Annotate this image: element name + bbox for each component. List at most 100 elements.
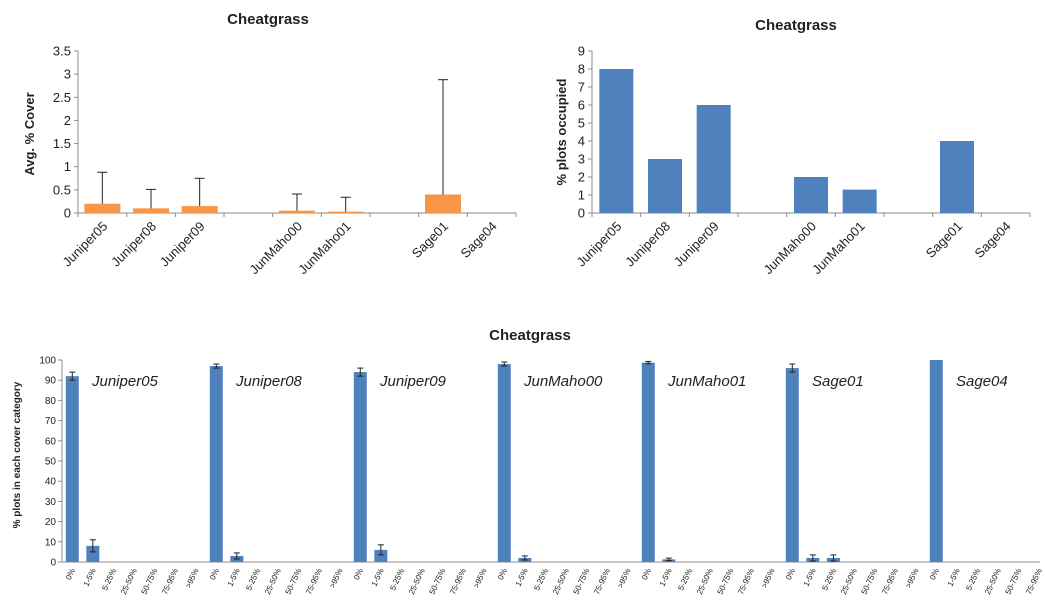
y-tick-label: 1 [64, 159, 71, 174]
bar [327, 211, 364, 213]
bar [209, 366, 223, 562]
x-tick-label: JunMaho01 [295, 219, 354, 278]
group-label: Sage01 [812, 373, 864, 390]
y-tick-label: 0 [578, 206, 585, 221]
plots-occupied-chart: Cheatgrass % plots occupied 0 1 2 3 4 5 6 7 8 9 Ju… [554, 17, 1031, 277]
x-tick-label: 1-5% [802, 567, 818, 588]
group-label: JunMaho00 [523, 373, 603, 390]
x-tick-label: Juniper09 [671, 219, 722, 270]
group-label: Juniper08 [235, 373, 303, 390]
x-tick-label: >95% [904, 567, 921, 590]
y-tick-label: 9 [578, 44, 585, 59]
x-tick-label: 75-95% [1024, 567, 1044, 596]
y-tick-label: 6 [578, 98, 585, 113]
x-tick-label: 0% [928, 567, 941, 581]
bar [641, 362, 655, 562]
y-tick-label: 30 [45, 497, 57, 508]
x-tick-label: 25-50% [983, 567, 1003, 596]
avg-cover-chart: Cheatgrass Avg. % Cover 0 0.5 1 1.5 2 2.5 3 3.5… [22, 11, 517, 278]
y-axis-label: % plots occupied [554, 78, 569, 185]
bar [65, 376, 79, 562]
y-tick-label: 3 [64, 67, 71, 82]
x-tick-label: 5-25% [532, 567, 550, 592]
x-tick-label: 25-50% [119, 567, 139, 596]
x-tick-label: Sage04 [457, 219, 499, 261]
x-tick-label: 25-50% [263, 567, 283, 596]
y-tick-label: 2.5 [53, 90, 71, 105]
x-tick-label: 75-95% [880, 567, 900, 596]
x-tick-label: 5-25% [676, 567, 694, 592]
bar [133, 208, 169, 213]
y-axis-label: Avg. % Cover [22, 92, 37, 175]
bar [648, 159, 682, 213]
y-tick-label: 90 [45, 376, 57, 387]
bar [842, 189, 877, 213]
y-tick-label: 100 [39, 356, 56, 367]
x-tick-label: Juniper05 [59, 219, 110, 270]
x-tick-label: 50-75% [572, 567, 592, 596]
bar [696, 105, 731, 213]
y-tick-label: 50 [45, 457, 57, 468]
x-tick-label: 0% [352, 567, 365, 581]
bar [497, 364, 511, 562]
x-tick-label: 0% [64, 567, 77, 581]
x-tick-label: 1-5% [514, 567, 530, 588]
x-tick-label: 5-25% [388, 567, 406, 592]
y-tick-label: 8 [578, 62, 585, 77]
x-tick-label: 1-5% [226, 567, 242, 588]
bar [785, 368, 799, 562]
x-tick-label: 1-5% [370, 567, 386, 588]
x-tick-label: 1-5% [946, 567, 962, 588]
x-tick-label: >95% [472, 567, 489, 590]
y-tick-label: 70 [45, 416, 57, 427]
y-tick-label: 5 [578, 116, 585, 131]
x-tick-label: 50-75% [428, 567, 448, 596]
x-tick-label: 25-50% [407, 567, 427, 596]
bar [599, 69, 634, 213]
cover-category-chart: Cheatgrass % plots in each cover categor… [12, 327, 1044, 596]
bar [279, 210, 315, 213]
x-tick-label: 25-50% [695, 567, 715, 596]
x-tick-label: 25-50% [551, 567, 571, 596]
x-tick-label: 50-75% [860, 567, 880, 596]
group-label: Juniper05 [91, 373, 159, 390]
x-tick-label: 0% [784, 567, 797, 581]
bar [353, 372, 367, 562]
x-tick-label: 5-25% [100, 567, 118, 592]
x-tick-label: Sage01 [409, 219, 451, 261]
chart-title: Cheatgrass [489, 327, 571, 344]
chart-title: Cheatgrass [755, 17, 837, 34]
x-tick-label: 0% [640, 567, 653, 581]
y-tick-label: 0 [50, 558, 56, 569]
bar [374, 549, 388, 562]
x-tick-label: 0% [496, 567, 509, 581]
x-tick-label: 5-25% [964, 567, 982, 592]
y-tick-label: 20 [45, 517, 57, 528]
x-tick-label: 0% [208, 567, 221, 581]
group-label: JunMaho01 [667, 373, 746, 390]
x-tick-label: 25-50% [839, 567, 859, 596]
bar [86, 545, 100, 562]
bar [794, 177, 828, 213]
x-tick-label: 5-25% [820, 567, 838, 592]
marks: 0 0.5 1 1.5 2 2.5 3 3.5 Juniper05Juniper08Junipe… [53, 44, 517, 278]
group-label: Sage04 [956, 373, 1008, 390]
x-tick-label: 75-95% [592, 567, 612, 596]
x-tick-label: Juniper09 [157, 219, 208, 270]
chart-title: Cheatgrass [227, 11, 309, 28]
x-tick-label: 50-75% [1004, 567, 1024, 596]
x-tick-label: Sage04 [971, 219, 1013, 261]
y-tick-label: 3 [578, 152, 585, 167]
x-tick-label: Juniper08 [108, 219, 159, 270]
x-tick-label: Juniper08 [622, 219, 673, 270]
bar [425, 194, 461, 213]
y-tick-label: 0.5 [53, 182, 71, 197]
x-tick-label: >95% [616, 567, 633, 590]
y-tick-label: 80 [45, 396, 57, 407]
x-tick-label: 50-75% [284, 567, 304, 596]
x-tick-label: 75-95% [448, 567, 468, 596]
y-tick-label: 7 [578, 80, 585, 95]
x-tick-label: 75-95% [736, 567, 756, 596]
